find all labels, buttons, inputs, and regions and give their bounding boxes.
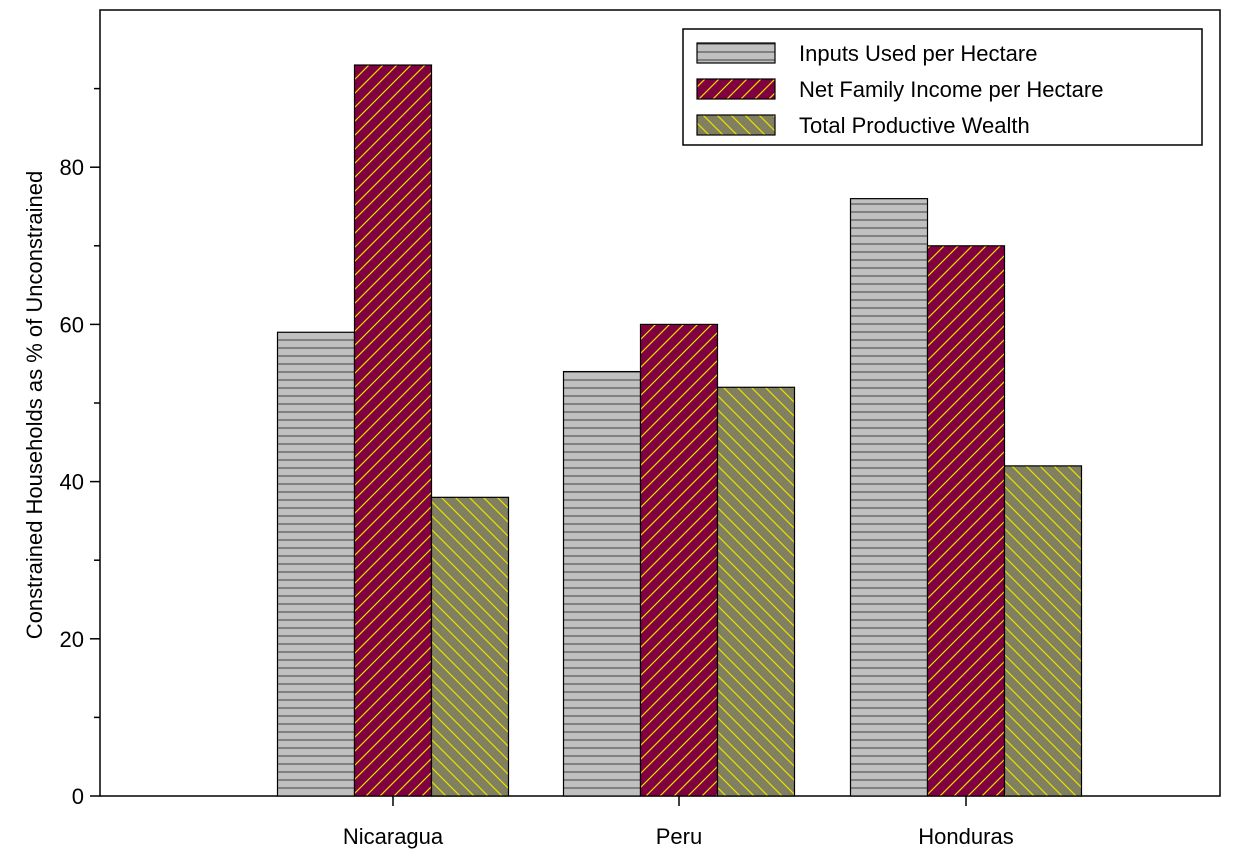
y-tick-label: 20	[60, 627, 84, 652]
x-tick-label: Peru	[656, 824, 702, 849]
bar-nicaragua-series-2	[353, 64, 433, 797]
y-tick-label: 0	[72, 784, 84, 809]
legend-swatch	[696, 114, 776, 136]
bar-peru-series-2	[639, 323, 719, 797]
bar-honduras-series-3	[1003, 465, 1083, 797]
legend-swatch	[696, 42, 776, 64]
bar-peru-series-3	[716, 386, 796, 797]
x-tick-label: Honduras	[918, 824, 1013, 849]
y-axis: 0 20 40 60 80	[60, 87, 100, 809]
x-axis: Nicaragua Peru Honduras	[343, 796, 1014, 849]
x-tick-label: Nicaragua	[343, 824, 444, 849]
bar-peru-series-1	[562, 370, 642, 797]
bar-nicaragua-series-1	[276, 331, 356, 797]
bar-nicaragua-series-3	[430, 496, 510, 797]
legend-label: Total Productive Wealth	[799, 113, 1030, 138]
legend-label: Inputs Used per Hectare	[799, 41, 1037, 66]
y-tick-label: 40	[60, 470, 84, 495]
legend-label: Net Family Income per Hectare	[799, 77, 1103, 102]
bar-honduras-series-1	[849, 198, 929, 797]
bars	[276, 64, 1083, 797]
y-axis-label: Constrained Households as % of Unconstra…	[22, 171, 47, 639]
y-tick-label: 80	[60, 155, 84, 180]
y-tick-label: 60	[60, 312, 84, 337]
legend: Inputs Used per Hectare Net Family Income…	[682, 28, 1203, 146]
bar-honduras-series-2	[926, 245, 1006, 797]
legend-swatch	[696, 78, 776, 100]
